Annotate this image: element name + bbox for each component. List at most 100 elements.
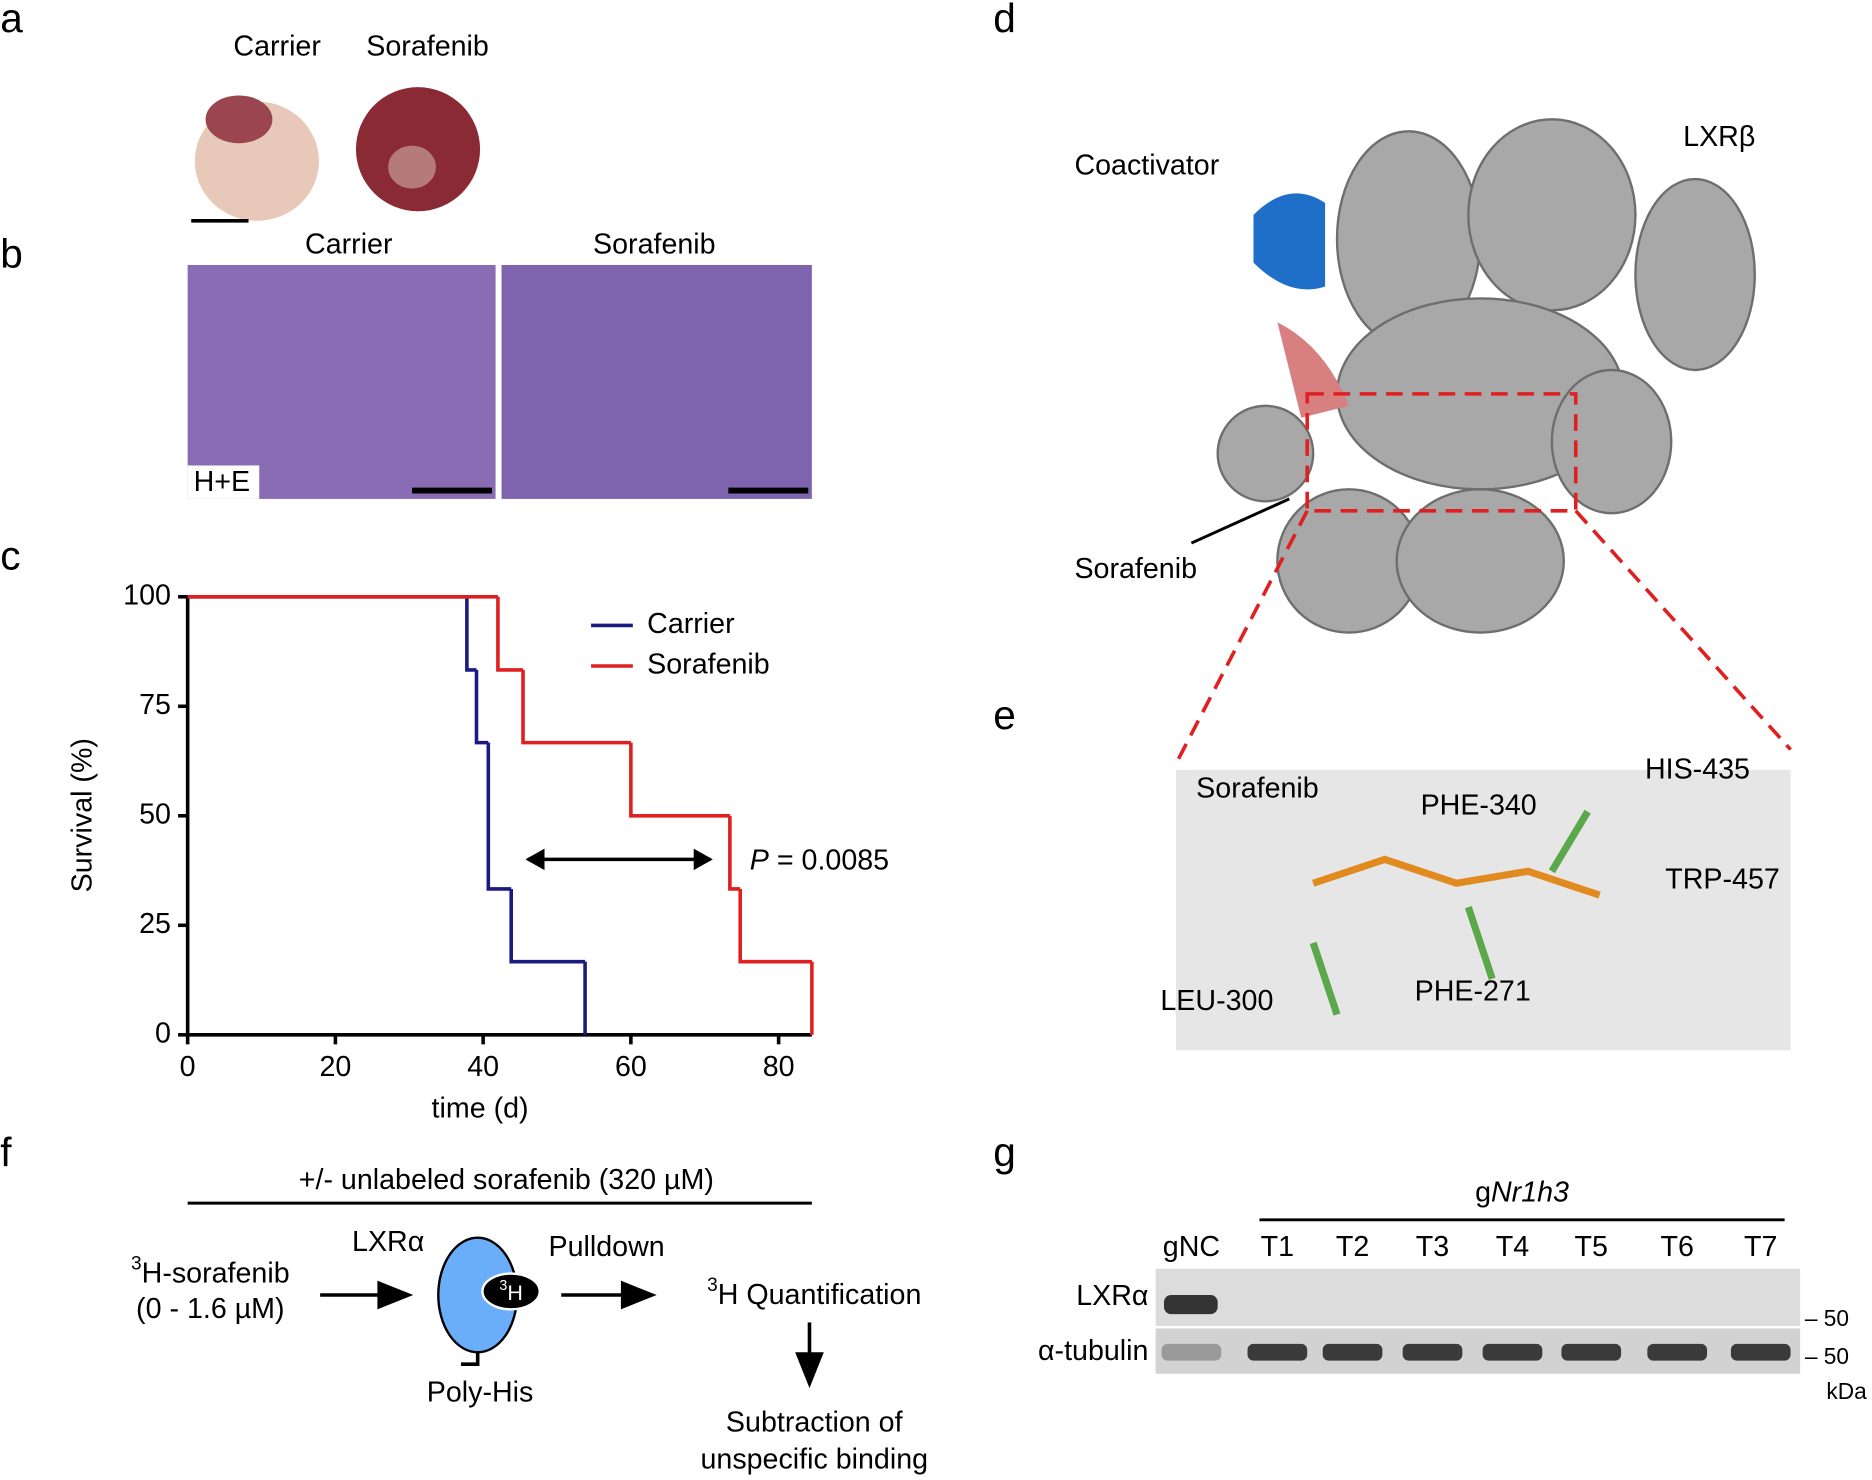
panel-label: d (993, 0, 1016, 41)
lane-label: T5 (1575, 1231, 1608, 1263)
panel-label: a (0, 0, 23, 41)
label: LXRα (352, 1226, 424, 1258)
superscript: 3 (499, 1278, 507, 1294)
panel-label: c (0, 532, 20, 578)
label: Sorafenib (593, 228, 716, 260)
survival-step (629, 742, 730, 818)
label: 3H-sorafenib (131, 1253, 290, 1289)
label: unspecific binding (700, 1443, 928, 1475)
lanes: gNC T1 T2 T3 T4 T5 T6 T7 (1163, 1231, 1778, 1263)
survival-step (728, 815, 741, 891)
pointer-line (1190, 497, 1290, 545)
band (1161, 1343, 1222, 1361)
row-label: α-tubulin (1038, 1335, 1148, 1367)
panel-label: b (0, 230, 23, 276)
histology-image (187, 264, 496, 499)
arrowhead (620, 1280, 657, 1310)
band (1322, 1343, 1383, 1361)
marker: – 50 (1805, 1343, 1849, 1369)
survival-step (486, 742, 512, 891)
label: 3H Quantification (707, 1275, 921, 1311)
ligand-sticks (1312, 855, 1601, 899)
zoom-box (1305, 392, 1578, 513)
x-tick-label: 80 (763, 1051, 795, 1083)
his-tag (460, 1352, 480, 1367)
superscript: 3 (131, 1253, 142, 1274)
survival-step (738, 888, 812, 964)
y-tick-label: 50 (139, 798, 171, 830)
label: Sorafenib (366, 30, 489, 62)
label: PHE-271 (1415, 976, 1531, 1008)
label: PHE-340 (1421, 789, 1537, 821)
liver-photo (388, 145, 436, 189)
band (1402, 1343, 1463, 1361)
lane-label: T6 (1660, 1231, 1693, 1263)
label: Pulldown (548, 1231, 664, 1263)
legend-label: Carrier (647, 608, 735, 640)
y-tick-label: 0 (155, 1017, 171, 1049)
zoom-line (1174, 510, 1309, 765)
stain-box (187, 465, 260, 499)
survival-chart: 0 25 50 75 100 0 20 40 60 80 Carrier Sorafenib (123, 579, 814, 1083)
lane-label: T7 (1744, 1231, 1777, 1263)
x-tick-label: 0 (180, 1051, 196, 1083)
gene: Nr1h3 (1491, 1176, 1569, 1208)
strand (1277, 322, 1349, 418)
x-axis-label: time (d) (432, 1093, 529, 1125)
band (1482, 1343, 1543, 1361)
label: Sorafenib (1196, 773, 1319, 805)
band (1730, 1343, 1791, 1361)
survival-step (496, 596, 524, 672)
arrowhead (525, 848, 713, 871)
label: (0 - 1.6 µM) (136, 1293, 285, 1325)
arrowhead (795, 1352, 824, 1389)
p-value: P = 0.0085 (750, 844, 889, 876)
liver-photo (205, 95, 273, 144)
y-tick-label: 100 (123, 579, 171, 611)
x-tick-label: 40 (467, 1051, 499, 1083)
label: LXRβ (1683, 121, 1755, 153)
survival-step (509, 888, 586, 964)
label: TRP-457 (1665, 863, 1780, 895)
zoom-line (1574, 509, 1792, 751)
panel-label: e (993, 692, 1016, 738)
band (1647, 1343, 1708, 1361)
p-symbol: P (750, 844, 769, 876)
band (1163, 1295, 1218, 1315)
row-label: LXRα (1076, 1280, 1148, 1312)
x-tick-label: 60 (615, 1051, 647, 1083)
y-axis-label: Survival (%) (66, 738, 98, 892)
header: +/- unlabeled sorafenib (320 µM) (299, 1164, 714, 1196)
marker: – 50 (1805, 1305, 1849, 1331)
lane-label: T4 (1496, 1231, 1529, 1263)
p-text: = 0.0085 (777, 844, 889, 876)
panel-label: f (0, 1129, 12, 1175)
x-tick-label: 20 (319, 1051, 351, 1083)
legend-label: Sorafenib (647, 649, 770, 681)
zoom-image (1175, 769, 1791, 1051)
y-tick-label: 75 (139, 689, 171, 721)
survival-step (474, 669, 489, 745)
blot (1155, 1268, 1801, 1327)
label: Sorafenib (1074, 553, 1197, 585)
prefix: g (1475, 1176, 1491, 1208)
label: Poly-His (427, 1377, 534, 1409)
group-label: gNr1h3 (1475, 1176, 1569, 1208)
arrowhead (377, 1280, 414, 1310)
panel-label: g (993, 1129, 1016, 1175)
label: Carrier (233, 30, 321, 62)
lane-label: T1 (1261, 1231, 1294, 1263)
label-shape (481, 1272, 541, 1311)
label: Subtraction of (726, 1406, 903, 1438)
lane-label: T2 (1336, 1231, 1369, 1263)
survival-step (521, 669, 631, 745)
label: Carrier (305, 228, 393, 260)
residue-sticks (1309, 809, 1591, 1016)
quant: H Quantification (718, 1279, 922, 1311)
label: Coactivator (1074, 150, 1219, 182)
ligand: H-sorafenib (142, 1257, 290, 1289)
histology-image (501, 264, 812, 499)
lane-label: gNC (1163, 1231, 1220, 1263)
